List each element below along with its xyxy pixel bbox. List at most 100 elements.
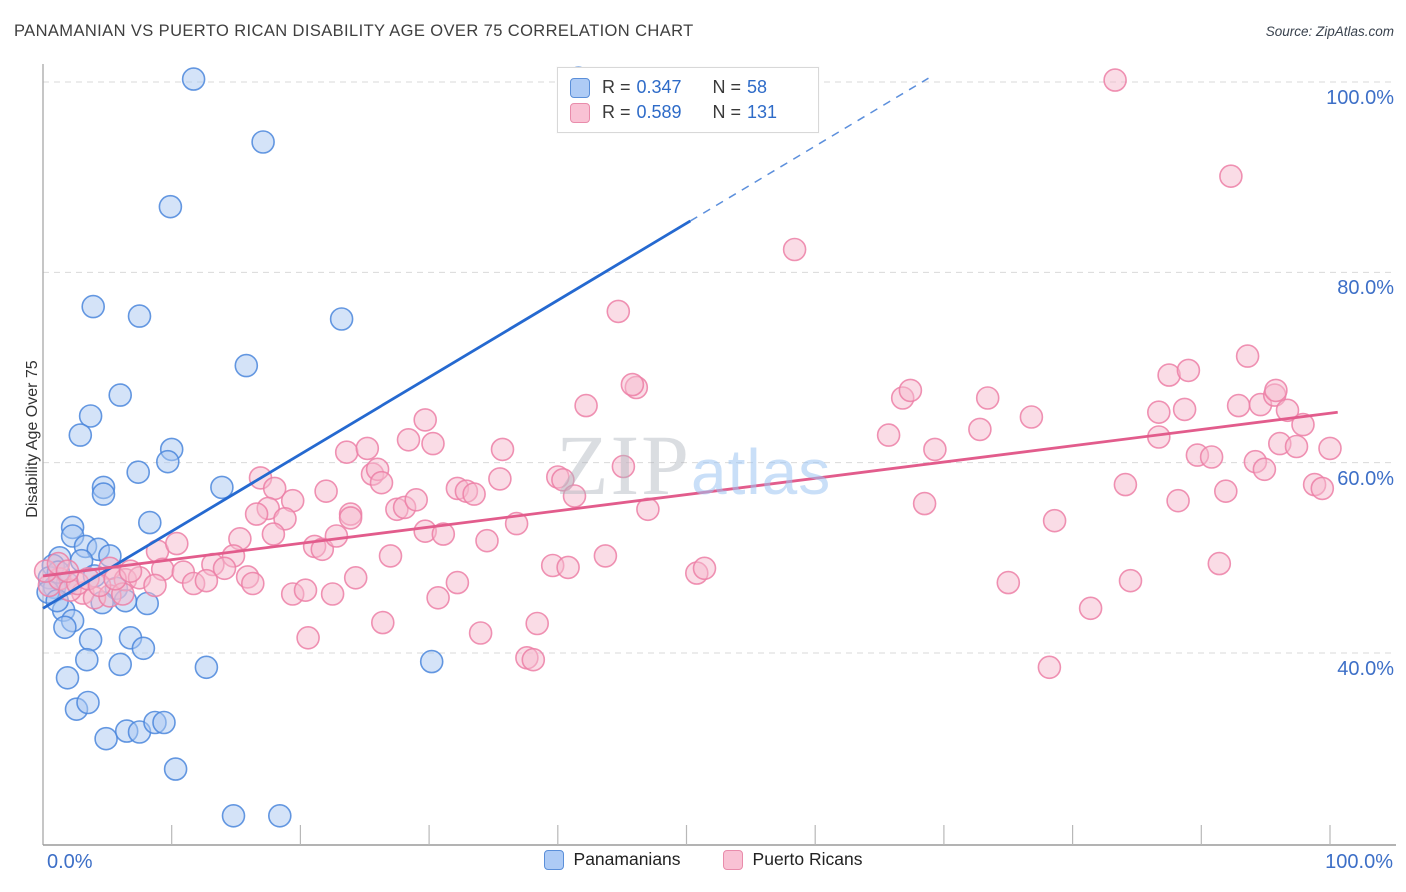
scatter-point-puerto-ricans [1176, 358, 1201, 383]
scatter-point-puerto-ricans [296, 625, 320, 650]
scatter-point-puerto-ricans [426, 585, 450, 610]
n-value-panamanians: 58 [747, 77, 768, 97]
scatter-point-panamanians [329, 307, 354, 331]
scatter-point-puerto-ricans [462, 482, 486, 506]
r-label: R = [602, 77, 631, 97]
scatter-point-puerto-ricans [1147, 400, 1171, 425]
stats-row-puerto-ricans: R = 0.589 N = 131 [570, 100, 808, 125]
scatter-point-panamanians [55, 665, 80, 690]
scatter-point-puerto-ricans [241, 571, 265, 596]
scatter-point-puerto-ricans [521, 647, 546, 672]
scatter-point-puerto-ricans [1284, 434, 1309, 459]
scatter-point-puerto-ricans [320, 582, 345, 606]
scatter-point-puerto-ricans [413, 408, 438, 432]
scatter-point-panamanians [131, 636, 156, 661]
scatter-point-panamanians [108, 652, 132, 677]
legend-label-panamanians: Panamanians [573, 849, 681, 869]
trend-line-extrapolated-panamanians [689, 77, 929, 222]
scatter-point-puerto-ricans [334, 440, 359, 465]
scatter-point-puerto-ricans [431, 522, 456, 546]
scatter-point-puerto-ricans [343, 565, 368, 590]
y-tick-label-80: 80.0% [1337, 277, 1394, 300]
scatter-point-puerto-ricans [212, 556, 237, 581]
scatter-point-puerto-ricans [525, 611, 550, 636]
x-tick-label-100: 100.0% [1325, 851, 1393, 873]
scatter-point-puerto-ricans [404, 487, 429, 512]
scatter-point-puerto-ricans [562, 484, 587, 508]
scatter-point-puerto-ricans [606, 299, 631, 324]
scatter-point-puerto-ricans [782, 237, 807, 262]
scatter-point-panamanians [194, 655, 219, 680]
scatter-point-puerto-ricans [1318, 436, 1342, 461]
scatter-point-puerto-ricans [369, 470, 394, 495]
scatter-point-puerto-ricans [1214, 479, 1238, 504]
scatter-point-puerto-ricans [620, 372, 645, 397]
scatter-point-puerto-ricans [692, 556, 717, 581]
scatter-point-panamanians [251, 130, 275, 154]
puerto-ricans-legend-swatch-icon [722, 849, 743, 870]
n-label: N = [712, 77, 742, 97]
scatter-point-puerto-ricans [1078, 596, 1103, 621]
y-tick-label-60: 60.0% [1337, 467, 1394, 490]
scatter-point-panamanians [127, 304, 152, 328]
scatter-point-puerto-ricans [1042, 508, 1067, 533]
scatter-point-puerto-ricans [468, 621, 493, 645]
scatter-point-puerto-ricans [551, 467, 575, 492]
scatter-point-puerto-ricans [1310, 476, 1335, 501]
scatter-point-puerto-ricans [1166, 488, 1190, 513]
scatter-point-panamanians [138, 510, 162, 535]
scatter-point-puerto-ricans [898, 378, 923, 403]
scatter-point-puerto-ricans [1275, 398, 1300, 423]
scatter-point-puerto-ricans [293, 578, 318, 603]
scatter-point-puerto-ricans [1291, 412, 1315, 437]
scatter-point-panamanians [53, 615, 77, 640]
scatter-point-puerto-ricans [1235, 344, 1260, 368]
stats-row-panamanians: R = 0.347 N = 58 [570, 75, 808, 100]
scatter-point-puerto-ricans [556, 555, 580, 580]
scatter-point-panamanians [152, 710, 176, 735]
scatter-point-panamanians [68, 423, 93, 447]
y-tick-label-40: 40.0% [1337, 658, 1394, 681]
scatter-point-puerto-ricans [1199, 445, 1224, 469]
scatter-point-puerto-ricans [355, 436, 380, 461]
scatter-point-puerto-ricans [1157, 363, 1181, 387]
scatter-point-panamanians [91, 482, 116, 506]
scatter-point-puerto-ricans [1019, 405, 1044, 429]
scatter-point-puerto-ricans [1252, 457, 1277, 482]
legend-label-puerto-ricans: Puerto Ricans [752, 849, 863, 869]
scatter-point-puerto-ricans [143, 573, 167, 598]
scatter-point-puerto-ricans [1118, 568, 1143, 593]
series-legend: Panamanians Puerto Ricans [0, 849, 1406, 870]
scatter-point-puerto-ricans [194, 568, 219, 593]
scatter-point-panamanians [234, 353, 259, 378]
scatter-point-panamanians [78, 627, 103, 652]
x-tick-label-0: 0.0% [47, 851, 93, 873]
panamanians-legend-swatch-icon [543, 849, 564, 870]
scatter-point-panamanians [181, 67, 206, 91]
scatter-point-puerto-ricans [1226, 393, 1251, 418]
scatter-point-panamanians [163, 757, 188, 781]
scatter-point-panamanians [210, 475, 234, 500]
scatter-point-panamanians [108, 383, 132, 407]
scatter-point-puerto-ricans [488, 467, 512, 491]
trend-line-panamanians [42, 219, 692, 610]
scatter-point-panamanians [126, 460, 150, 485]
scatter-point-puerto-ricans [1207, 551, 1232, 576]
legend-item-panamanians: Panamanians [543, 849, 681, 870]
scatter-point-puerto-ricans [1264, 378, 1288, 403]
scatter-point-puerto-ricans [1219, 164, 1243, 188]
scatter-point-puerto-ricans [370, 610, 395, 635]
scatter-point-puerto-ricans [165, 531, 189, 556]
trend-line-puerto-ricans [42, 410, 1338, 578]
scatter-point-puerto-ricans [244, 502, 269, 526]
scatter-point-puerto-ricans [475, 528, 499, 553]
scatter-point-panamanians [75, 647, 99, 672]
scatter-point-puerto-ricans [1103, 68, 1127, 92]
scatter-point-puerto-ricans [1037, 655, 1062, 680]
scatter-point-puerto-ricans [445, 570, 470, 595]
scatter-point-puerto-ricans [912, 491, 937, 516]
scatter-point-puerto-ricans [996, 570, 1021, 595]
scatter-point-puerto-ricans [421, 431, 445, 456]
scatter-point-puerto-ricans [490, 437, 515, 462]
